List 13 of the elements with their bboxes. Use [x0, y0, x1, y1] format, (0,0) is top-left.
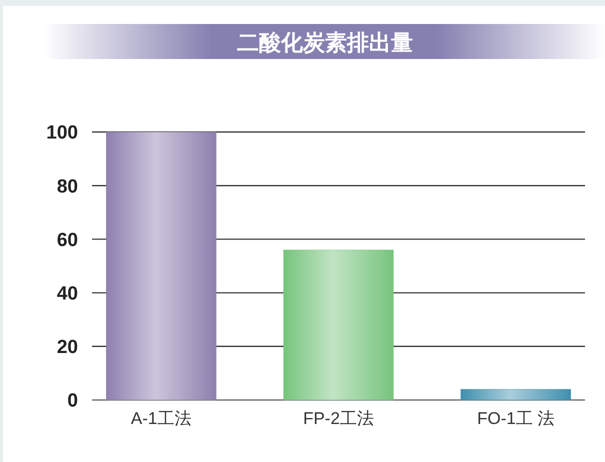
y-tick-label: 80 — [56, 176, 78, 198]
chart-title: 二酸化炭素排出量 — [237, 30, 413, 55]
x-tick-label: FO-1工 法 — [477, 409, 555, 428]
y-tick-label: 40 — [56, 283, 78, 304]
bar — [106, 132, 216, 400]
y-tick-label: 20 — [56, 337, 78, 358]
y-tick-label: 100 — [46, 122, 78, 144]
bar — [283, 250, 394, 400]
x-tick-label: FP-2工法 — [303, 409, 374, 428]
x-tick-label: A-1工法 — [130, 409, 192, 428]
bar — [460, 389, 571, 400]
y-tick-label: 60 — [56, 230, 78, 251]
y-tick-label: 0 — [67, 390, 78, 412]
